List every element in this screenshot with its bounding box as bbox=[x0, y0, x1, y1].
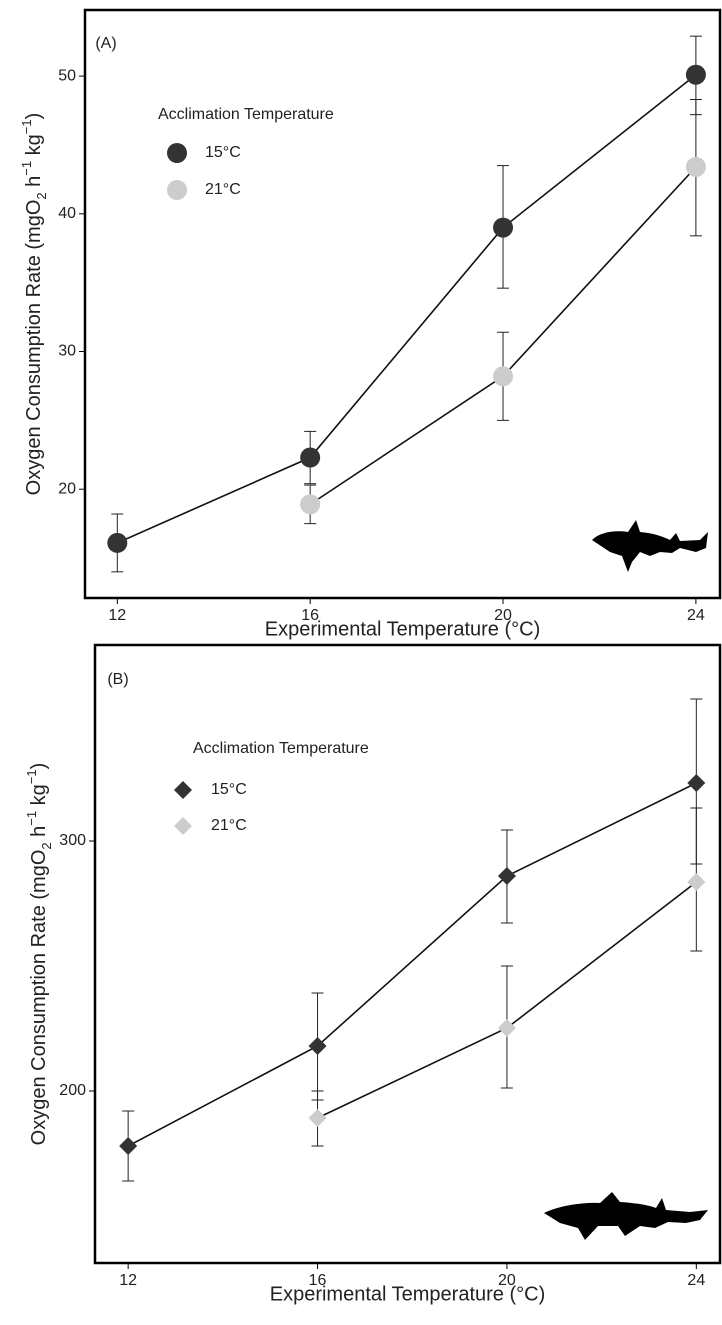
data-point bbox=[687, 774, 706, 792]
y-axis-label-part: −1 bbox=[24, 769, 39, 784]
shark-silhouette bbox=[544, 1192, 708, 1240]
data-point bbox=[493, 217, 514, 238]
y-axis-label: Oxygen Consumption Rate (mgO2 h−1 kg−1) bbox=[19, 113, 49, 496]
y-tick-label: 30 bbox=[58, 343, 76, 360]
data-point bbox=[308, 1109, 327, 1127]
legend-label: 21°C bbox=[211, 817, 247, 834]
x-axis-label: Experimental Temperature (°C) bbox=[270, 1283, 546, 1305]
series-line bbox=[127, 782, 697, 1147]
data-point bbox=[685, 64, 706, 85]
x-tick-label: 12 bbox=[119, 1272, 137, 1289]
x-axis-label: Experimental Temperature (°C) bbox=[265, 618, 541, 640]
x-tick-label: 20 bbox=[494, 607, 512, 624]
plot-frame bbox=[83, 8, 722, 600]
legend-marker bbox=[174, 817, 192, 835]
y-axis-label-part: −1 bbox=[19, 119, 34, 134]
legend-marker bbox=[167, 180, 187, 200]
y-axis-label-part: ) bbox=[23, 113, 45, 120]
legend-title: Acclimation Temperature bbox=[193, 740, 369, 757]
plot-frame bbox=[93, 643, 722, 1265]
y-axis-label-part: kg bbox=[23, 134, 45, 161]
x-tick-label: 12 bbox=[108, 607, 126, 624]
legend-marker bbox=[167, 143, 187, 163]
data-point bbox=[497, 867, 516, 885]
data-point bbox=[300, 447, 321, 468]
y-axis-label-part: Oxygen Consumption Rate (mgO bbox=[23, 200, 45, 496]
legend-title: Acclimation Temperature bbox=[158, 106, 334, 123]
legend-label: 15°C bbox=[205, 144, 241, 161]
y-axis-label-part: −1 bbox=[24, 811, 39, 826]
x-tick-label: 24 bbox=[687, 607, 705, 624]
y-tick-label: 300 bbox=[59, 832, 86, 849]
y-axis-label-part: h bbox=[28, 826, 50, 843]
data-point bbox=[308, 1037, 327, 1055]
x-tick-label: 24 bbox=[687, 1272, 705, 1289]
y-axis-label: Oxygen Consumption Rate (mgO2 h−1 kg−1) bbox=[24, 763, 54, 1146]
y-axis-label-part: h bbox=[23, 176, 45, 193]
y-tick-label: 200 bbox=[59, 1082, 86, 1099]
y-tick-label: 20 bbox=[58, 480, 76, 497]
legend-marker bbox=[174, 781, 192, 799]
y-tick-label: 50 bbox=[58, 67, 76, 84]
x-tick-label: 16 bbox=[309, 1272, 327, 1289]
data-point bbox=[119, 1137, 138, 1155]
data-point bbox=[687, 873, 706, 891]
x-tick-label: 20 bbox=[498, 1272, 516, 1289]
y-axis-label-part: Oxygen Consumption Rate (mgO bbox=[28, 850, 50, 1146]
data-point bbox=[107, 532, 128, 553]
x-tick-label: 16 bbox=[301, 607, 319, 624]
y-axis-label-part: 2 bbox=[34, 192, 49, 199]
y-axis-label-part: kg bbox=[28, 784, 50, 811]
data-point bbox=[300, 494, 321, 515]
data-point bbox=[493, 366, 514, 387]
y-axis-label-part: −1 bbox=[19, 161, 34, 176]
y-tick-label: 40 bbox=[58, 205, 76, 222]
y-axis-label-part: 2 bbox=[39, 842, 54, 849]
y-axis-label-part: ) bbox=[28, 763, 50, 770]
panel-label: (B) bbox=[107, 671, 128, 688]
series-line bbox=[116, 74, 697, 544]
legend-label: 15°C bbox=[211, 781, 247, 798]
data-point bbox=[497, 1019, 516, 1037]
panel-label: (A) bbox=[95, 35, 116, 52]
shark-silhouette bbox=[592, 520, 708, 572]
legend-label: 21°C bbox=[205, 181, 241, 198]
data-point bbox=[685, 156, 706, 177]
